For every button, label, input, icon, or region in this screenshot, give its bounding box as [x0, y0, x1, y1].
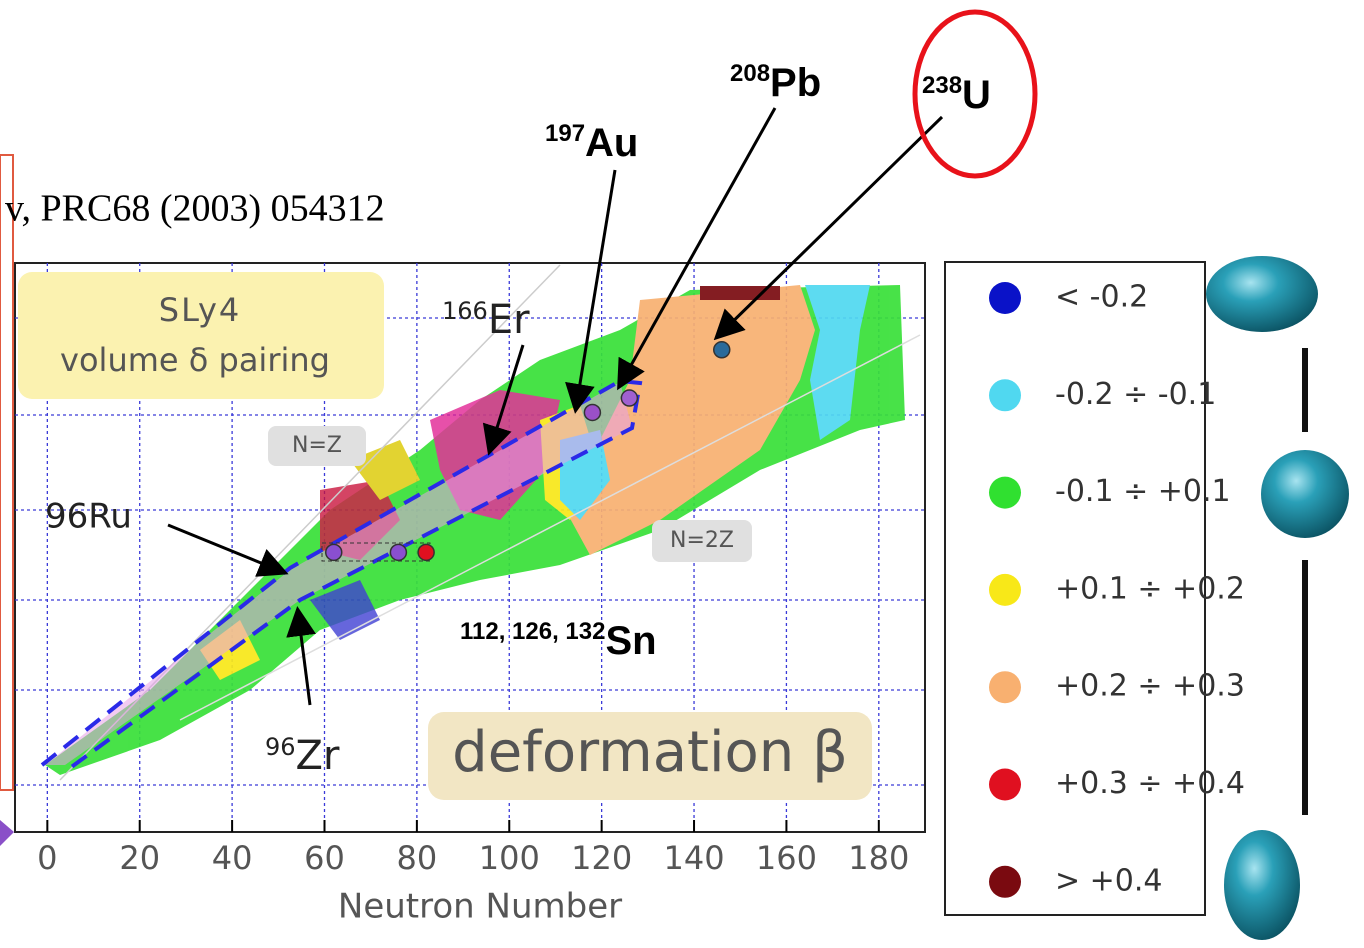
pb-annotation: 208Pb	[730, 60, 821, 104]
ru-annotation: 96Ru	[45, 497, 132, 537]
legend-label: -0.2 ÷ -0.1	[1055, 377, 1216, 412]
nucleus-point	[389, 543, 408, 562]
x-tick-label: 120	[571, 839, 632, 877]
quantity-box	[428, 712, 872, 800]
model-box	[18, 272, 384, 399]
arrows	[167, 107, 944, 706]
u-highlight	[912, 9, 1038, 179]
legend-label: < -0.2	[1055, 280, 1148, 315]
citation: v, PRC68 (2003) 054312	[5, 188, 385, 230]
sn-annotation: 112, 126, 132Sn	[460, 618, 657, 662]
n2z-box	[652, 520, 752, 562]
legend-swatch	[989, 282, 1021, 314]
legend-label: -0.1 ÷ +0.1	[1055, 474, 1231, 509]
corner-marker	[0, 820, 14, 846]
n2z-label: N=2Z	[670, 528, 734, 553]
legend-swatch	[989, 573, 1021, 606]
highlight-band	[45, 382, 632, 765]
x-tick-label: 160	[756, 839, 817, 877]
pairing-label: volume δ pairing	[60, 341, 330, 379]
x-tick-label: 80	[397, 839, 438, 877]
au-annotation: 197Au	[545, 120, 638, 164]
x-tick-label: 100	[479, 839, 540, 877]
x-axis-label: Neutron Number	[338, 887, 622, 927]
legend-label: +0.1 ÷ +0.2	[1055, 571, 1245, 606]
er-annotation: 166Er	[442, 297, 530, 343]
nucleus-point	[713, 341, 731, 359]
side-box	[0, 154, 14, 791]
zr-annotation: 96Zr	[265, 733, 340, 779]
legend-swatch	[989, 671, 1021, 704]
x-tick-label: 140	[663, 839, 724, 877]
legend-box	[944, 261, 1206, 916]
plot-area: SLy4 volume δ pairing N=Z N=2Z deformati…	[14, 262, 926, 833]
legend-label: +0.2 ÷ +0.3	[1055, 669, 1245, 704]
legend-label: > +0.4	[1055, 863, 1163, 898]
nucleus-point	[620, 389, 639, 407]
x-tick-label: 0	[37, 839, 57, 877]
model-label: SLy4	[159, 291, 242, 329]
legend-swatch	[989, 476, 1021, 509]
x-tick-label: 180	[848, 839, 909, 877]
x-tick-label: 60	[304, 839, 345, 877]
legend-swatch	[989, 865, 1021, 898]
legend-swatch	[989, 379, 1021, 412]
nucleus-point	[324, 543, 343, 562]
shapes	[1206, 256, 1349, 940]
x-tick-label: 20	[119, 839, 160, 877]
legend-label: +0.3 ÷ +0.4	[1055, 766, 1245, 801]
u-annotation: 238U	[922, 72, 991, 116]
quantity-label: deformation β	[452, 720, 848, 785]
nz-box	[268, 426, 366, 466]
nucleus-point	[583, 403, 602, 422]
legend-swatch	[989, 768, 1021, 801]
nz-label: N=Z	[292, 433, 342, 458]
nucleus-point	[417, 543, 435, 562]
x-tick-label: 40	[212, 839, 253, 877]
